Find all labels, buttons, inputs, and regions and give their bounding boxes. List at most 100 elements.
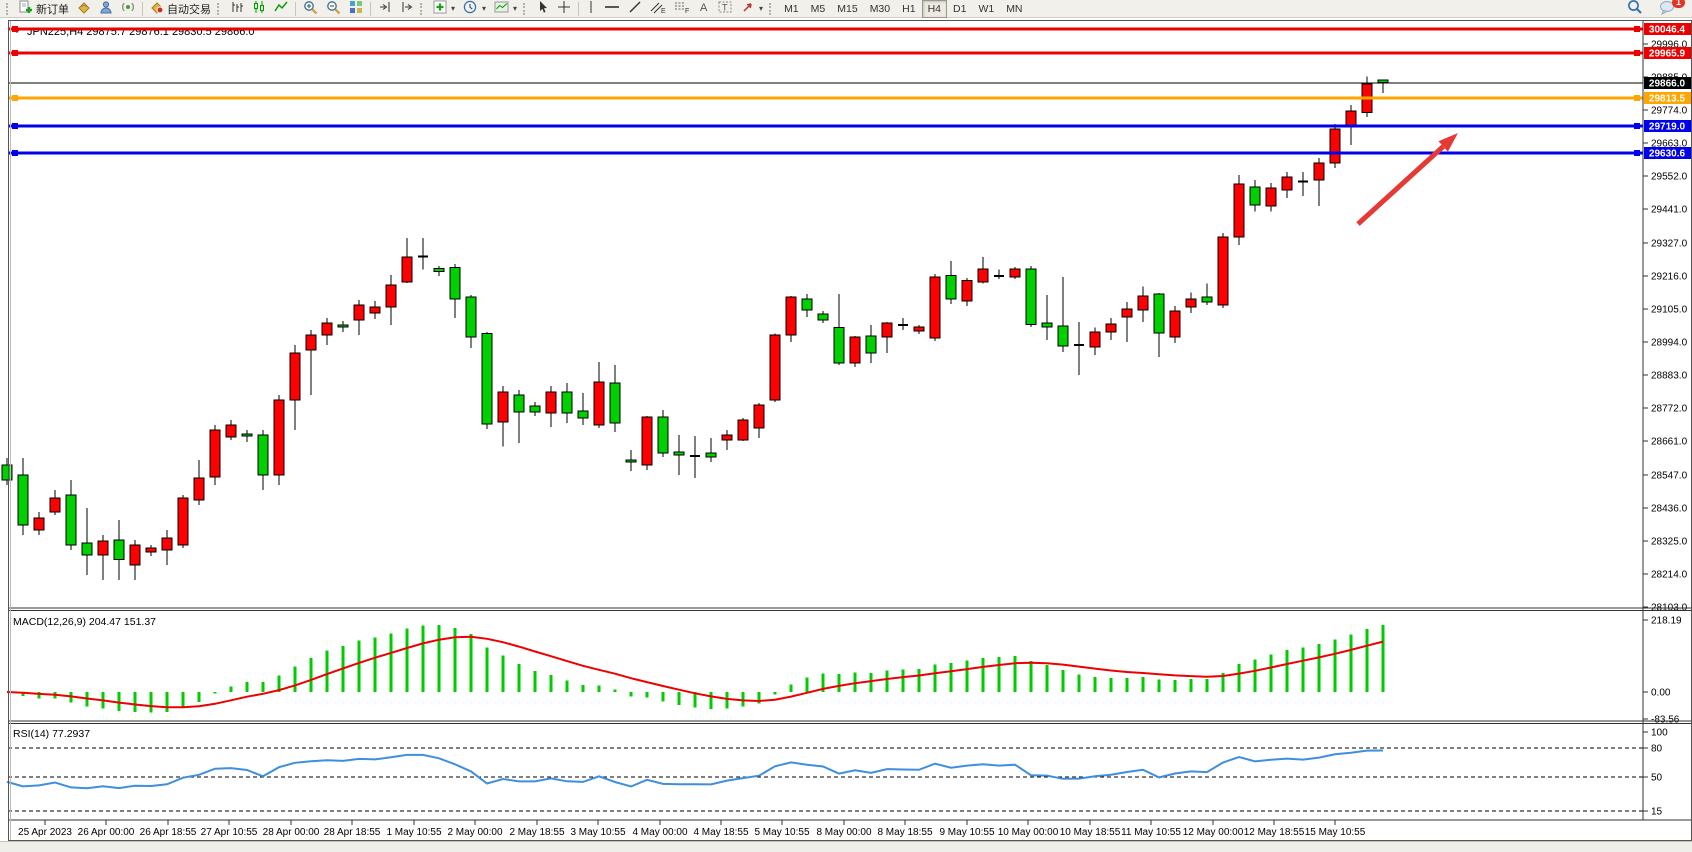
cursor-icon [536,0,549,17]
styler-button[interactable] [73,0,95,18]
hline-29630.6[interactable]: 29630.6 [9,147,1691,160]
periods-button[interactable]: ▾ [459,0,490,18]
auto-scroll-button[interactable] [374,0,396,18]
arrows-tool-button[interactable]: ▾ [737,0,767,18]
svg-text:10 May 18:55: 10 May 18:55 [1060,827,1121,838]
trend-arrow[interactable] [1356,133,1458,226]
zoom-in-button[interactable] [299,0,322,18]
template-icon [494,0,509,17]
line-chart-button[interactable] [270,0,292,18]
line-chart-icon [274,0,288,17]
chevron-down-icon: ▾ [759,4,764,13]
hline-30046.4[interactable]: 30046.4 [9,23,1691,36]
svg-text:3 May 10:55: 3 May 10:55 [570,827,625,838]
svg-text:11 May 10:55: 11 May 10:55 [1121,827,1181,838]
profile-button[interactable] [95,0,117,18]
svg-text:26 Apr 00:00: 26 Apr 00:00 [78,827,135,838]
arrow-objects-icon [741,0,755,17]
svg-text:26 Apr 18:55: 26 Apr 18:55 [140,827,197,838]
signal-button[interactable] [117,0,139,18]
horizontal-line-icon [604,0,620,17]
search-button[interactable] [1623,0,1647,18]
hline-29813.5[interactable]: 29813.5 [9,92,1691,105]
text-label-tool-button[interactable]: T [714,0,737,18]
timeframe-m1-button[interactable]: M1 [784,2,799,15]
auto-trading-button[interactable]: 自动交易 [146,0,215,18]
svg-text:28 Apr 00:00: 28 Apr 00:00 [263,827,320,838]
vertical-line-tool-button[interactable] [582,0,600,18]
svg-text:28214.0: 28214.0 [1651,570,1688,581]
zoom-out-button[interactable] [322,0,345,18]
crosshair-tool-button[interactable] [553,0,575,18]
bucket-icon [77,0,91,17]
indicators-button[interactable]: ▾ [429,0,459,18]
bar-chart-button[interactable] [226,0,248,18]
hline-29866.0[interactable]: 29866.0 [9,77,1691,90]
svg-text:10 May 00:00: 10 May 00:00 [998,827,1059,838]
fibonacci-tool-button[interactable]: F [670,0,694,18]
indicators-icon [433,0,447,17]
macd-histogram [21,624,1385,713]
crosshair-icon [557,0,571,17]
status-bar [0,841,1692,852]
notifications-button[interactable]: 1 [1655,0,1685,18]
svg-text:30046.4: 30046.4 [1649,25,1686,36]
candlestick-chart-button[interactable] [248,0,270,18]
svg-text:28436.0: 28436.0 [1651,504,1688,515]
timeframe-h4-button[interactable]: H4 [921,0,947,18]
macd-axis: 218.19 0.00 -83.56 [1643,616,1682,726]
toolbar-grip[interactable] [769,2,774,15]
rsi-line [6,749,1384,790]
new-order-icon [19,0,33,17]
toolbar-grip[interactable] [420,2,425,15]
rsi-axis: 100 80 50 15 [1643,728,1668,818]
svg-text:12 May 00:00: 12 May 00:00 [1183,827,1244,838]
new-order-button[interactable]: 新订单 [15,0,73,18]
fibonacci-icon: F [674,0,690,17]
svg-text:4 May 18:55: 4 May 18:55 [693,827,748,838]
timeframe-w1-button[interactable]: W1 [978,2,995,15]
toolbar-grip[interactable] [523,2,528,15]
horizontal-line-tool-button[interactable] [600,0,624,18]
pane-borders [8,20,1692,841]
main-toolbar: 新订单 自动交易 [0,0,1692,18]
notification-badge: 1 [1672,0,1685,8]
svg-text:100: 100 [1651,728,1668,739]
tile-windows-icon [349,0,363,17]
svg-text:12 May 18:55: 12 May 18:55 [1244,827,1305,838]
toolbar-grip[interactable] [6,2,11,15]
timeframe-mn-button[interactable]: MN [1006,2,1023,15]
new-order-label: 新订单 [36,3,69,16]
svg-text:29105.0: 29105.0 [1651,305,1688,316]
timeframe-m30-button[interactable]: M30 [869,2,891,15]
timeframe-m15-button[interactable]: M15 [837,2,858,15]
hline-29965.9[interactable]: 29965.9 [9,47,1691,60]
svg-text:8 May 18:55: 8 May 18:55 [877,827,932,838]
macd-label: MACD(12,26,9) 204.47 151.37 [13,616,156,628]
tile-windows-button[interactable] [345,0,367,18]
macd-signal-line [6,635,1384,709]
text-tool-button[interactable]: A [694,0,714,18]
hline-29719.0[interactable]: 29719.0 [9,120,1691,133]
svg-text:29630.6: 29630.6 [1649,149,1686,160]
toolbar-grip[interactable] [217,2,222,15]
timeframe-h1-button[interactable]: H1 [902,2,916,15]
chevron-down-icon: ▾ [513,4,518,13]
chart-shift-icon [400,0,414,17]
svg-text:28883.0: 28883.0 [1651,371,1688,382]
templates-button[interactable]: ▾ [490,0,521,18]
svg-text:28994.0: 28994.0 [1651,338,1688,349]
cursor-tool-button[interactable] [532,0,553,18]
svg-text:25 Apr 2023: 25 Apr 2023 [18,827,72,838]
chart-shift-button[interactable] [396,0,418,18]
timeframe-m5-button[interactable]: M5 [810,2,826,15]
svg-text:4 May 00:00: 4 May 00:00 [632,827,687,838]
auto-scroll-icon [378,0,392,17]
svg-text:29441.0: 29441.0 [1651,205,1688,216]
trendline-tool-button[interactable] [624,0,646,18]
timeframe-d1-button[interactable]: D1 [953,2,967,15]
svg-text:15: 15 [1651,807,1663,818]
channel-tool-button[interactable]: E [646,0,670,18]
